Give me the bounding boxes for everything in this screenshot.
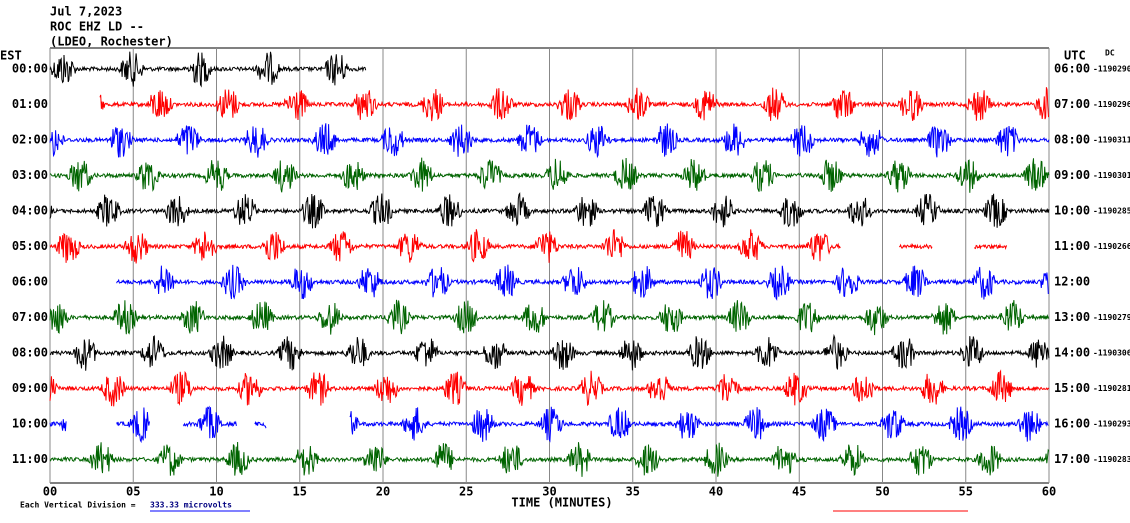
- row-right-label: 06:00: [1054, 62, 1090, 76]
- row-count: -1190293: [1093, 420, 1130, 429]
- trace: [49, 369, 1050, 407]
- row-left-label: 03:00: [12, 168, 48, 182]
- row-right-label: 13:00: [1054, 310, 1090, 324]
- row-right-label: 07:00: [1054, 97, 1090, 111]
- row-left-label: 01:00: [12, 97, 48, 111]
- x-tick-label: 45: [792, 485, 806, 499]
- row-left-label: 05:00: [12, 239, 48, 253]
- footer-prefix: Each Vertical Division =: [20, 500, 136, 510]
- trace: [49, 192, 1050, 229]
- trace: [182, 405, 237, 439]
- row-right-label: 17:00: [1054, 452, 1090, 466]
- row-count: -1190283: [1093, 455, 1130, 464]
- x-tick-label: 25: [459, 485, 473, 499]
- row-count: -1190285: [1093, 207, 1130, 216]
- row-left-label: 08:00: [12, 346, 48, 360]
- row-count: -1190281: [1093, 384, 1130, 393]
- trace: [49, 441, 1050, 477]
- x-tick-label: 20: [376, 485, 390, 499]
- trace: [254, 420, 267, 429]
- row-count: -1190290: [1093, 65, 1130, 74]
- row-left-label: 09:00: [12, 381, 48, 395]
- x-tick-label: 50: [875, 485, 889, 499]
- x-tick-label: 35: [626, 485, 640, 499]
- trace: [49, 157, 1050, 193]
- footer-scale: 333.33 microvolts: [150, 500, 232, 510]
- row-right-label: 12:00: [1054, 275, 1090, 289]
- header-line: (LDEO, Rochester): [50, 35, 173, 49]
- trace: [49, 419, 67, 432]
- row-count: -1190301: [1093, 171, 1130, 180]
- left-zone: EST: [0, 49, 22, 63]
- row-left-label: 06:00: [12, 275, 48, 289]
- row-left-label: 00:00: [12, 62, 48, 76]
- header-line: Jul 7,2023: [50, 5, 122, 19]
- row-count: -1190279: [1093, 313, 1130, 322]
- row-left-label: 11:00: [12, 452, 48, 466]
- row-right-label: 14:00: [1054, 346, 1090, 360]
- x-tick-label: 40: [709, 485, 723, 499]
- x-tick-label: 00: [43, 485, 57, 499]
- row-right-label: 09:00: [1054, 168, 1090, 182]
- x-tick-label: 60: [1042, 485, 1056, 499]
- trace: [49, 299, 1050, 336]
- trace: [49, 123, 1050, 159]
- trace: [116, 264, 1049, 301]
- trace: [974, 243, 1007, 250]
- row-count: -1190306: [1093, 349, 1130, 358]
- row-right-label: 15:00: [1054, 381, 1090, 395]
- trace: [49, 229, 841, 264]
- row-left-label: 07:00: [12, 310, 48, 324]
- x-tick-label: 55: [959, 485, 973, 499]
- row-right-label: 11:00: [1054, 239, 1090, 253]
- right-note: DC: [1105, 49, 1115, 58]
- x-tick-label: 05: [126, 485, 140, 499]
- x-tick-label: 10: [209, 485, 223, 499]
- header-line: ROC EHZ LD --: [50, 20, 144, 34]
- row-left-label: 04:00: [12, 204, 48, 218]
- row-count: -1190296: [1093, 100, 1130, 109]
- x-axis-label: TIME (MINUTES): [511, 496, 612, 510]
- trace: [49, 333, 1050, 371]
- trace: [116, 407, 150, 444]
- right-zone: UTC: [1064, 49, 1086, 63]
- trace: [99, 87, 1049, 122]
- row-left-label: 10:00: [12, 417, 48, 431]
- row-left-label: 02:00: [12, 133, 48, 147]
- trace: [349, 406, 1049, 443]
- row-right-label: 08:00: [1054, 133, 1090, 147]
- row-right-label: 16:00: [1054, 417, 1090, 431]
- x-tick-label: 15: [293, 485, 307, 499]
- x-tick-label: 30: [542, 485, 556, 499]
- trace: [49, 51, 367, 88]
- row-count: -1190266: [1093, 242, 1130, 251]
- row-count: -1190311: [1093, 136, 1130, 145]
- trace: [898, 242, 933, 250]
- row-right-label: 10:00: [1054, 204, 1090, 218]
